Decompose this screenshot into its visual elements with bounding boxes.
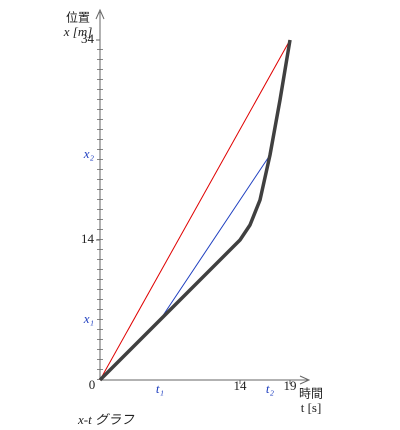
x-axis-title-top: 時間 — [299, 387, 323, 401]
line — [159, 154, 271, 321]
x-axis-title: t [s] — [301, 400, 322, 415]
x-tick-label: 14 — [234, 378, 248, 393]
annotation: t₂ — [266, 381, 275, 396]
x-tick-label: 19 — [284, 378, 297, 393]
origin-label: 0 — [89, 377, 96, 392]
y-tick-label: 14 — [81, 231, 95, 246]
caption: x-t グラフ — [77, 412, 135, 427]
x-arrow — [299, 375, 311, 385]
line — [98, 39, 292, 382]
annotation: x₁ — [83, 311, 94, 326]
line — [99, 39, 291, 381]
y-arrow — [95, 8, 105, 20]
annotation: x₂ — [83, 146, 95, 161]
y-tick-label: 34 — [81, 31, 95, 46]
y-axis-title-top: 位置 — [66, 10, 90, 25]
annotation: t₁ — [156, 381, 164, 396]
y-axis-title: x [m] — [63, 24, 93, 39]
